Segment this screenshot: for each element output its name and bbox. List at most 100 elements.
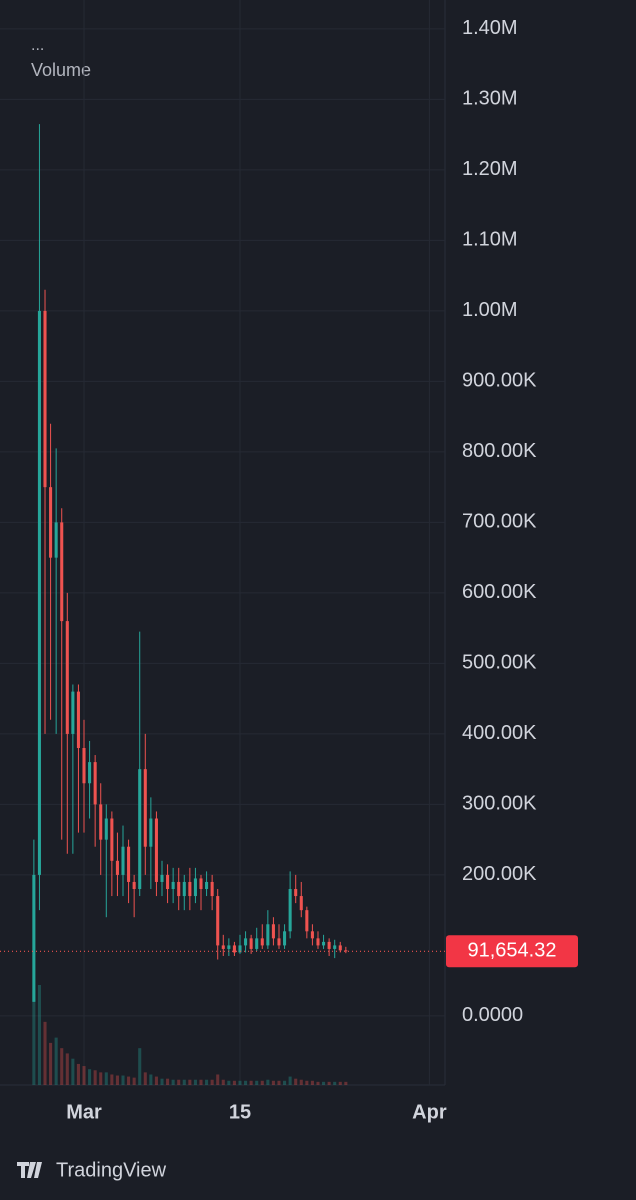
volume-bar: [182, 1079, 186, 1085]
volume-bar: [344, 1081, 348, 1085]
candle-body: [316, 938, 320, 946]
volume-bar: [143, 1072, 147, 1085]
candle-body: [121, 846, 125, 875]
volume-bar: [244, 1080, 248, 1085]
candle-body: [288, 889, 292, 932]
volume-bar: [305, 1080, 309, 1085]
candle-body: [227, 945, 231, 949]
candle-body: [344, 950, 348, 952]
volume-bar: [238, 1080, 242, 1085]
candle-body: [127, 846, 131, 882]
y-tick-label: 1.10M: [462, 229, 518, 251]
candle-body: [82, 748, 86, 784]
candle-body: [76, 691, 80, 749]
volume-bar: [177, 1079, 181, 1085]
volume-bar: [71, 1058, 75, 1085]
candle-body: [88, 762, 92, 784]
candle-body: [260, 938, 264, 946]
candle-body: [104, 818, 108, 840]
legend-dots: ...: [31, 37, 44, 54]
candle-body: [71, 691, 75, 734]
volume-bar: [227, 1080, 231, 1085]
candle-body: [221, 945, 225, 949]
volume-bar: [221, 1079, 225, 1085]
volume-bar: [294, 1078, 298, 1085]
volume-bar: [171, 1079, 175, 1085]
candle-body: [99, 804, 103, 840]
candle-body: [327, 941, 331, 949]
candle-body: [43, 310, 47, 488]
y-tick-label: 1.20M: [462, 158, 518, 180]
candle-body: [166, 874, 170, 890]
volume-bar: [193, 1079, 197, 1085]
volume-bar: [283, 1080, 287, 1085]
candle-body: [294, 889, 298, 897]
y-tick-label: 1.40M: [462, 17, 518, 39]
volume-bar: [338, 1081, 342, 1085]
volume-bar: [216, 1074, 220, 1085]
volume-bar: [54, 1037, 58, 1085]
volume-bar: [43, 1021, 47, 1085]
candle-body: [277, 938, 281, 946]
candle-body: [305, 910, 309, 932]
volume-bar: [121, 1075, 125, 1085]
x-tick-label: 15: [229, 1101, 251, 1123]
candle-body: [49, 487, 53, 558]
y-tick-label: 0.0000: [462, 1004, 523, 1026]
candle-body: [338, 945, 342, 951]
footer-brand[interactable]: TradingView: [56, 1159, 167, 1181]
y-tick-label: 600.00K: [462, 581, 537, 603]
candle-body: [266, 924, 270, 946]
candle-body: [132, 881, 136, 890]
candle-body: [160, 874, 164, 882]
volume-bar: [205, 1079, 209, 1085]
y-tick-label: 1.00M: [462, 299, 518, 321]
x-tick-label: Apr: [412, 1101, 447, 1123]
candle-body: [110, 818, 114, 861]
candle-body: [249, 938, 253, 949]
volume-bar: [99, 1072, 103, 1085]
candle-body: [60, 522, 64, 622]
volume-bar: [65, 1053, 69, 1085]
volume-bar: [149, 1074, 153, 1085]
candle-body: [37, 310, 41, 875]
volume-bar: [316, 1081, 320, 1085]
volume-bar: [160, 1078, 164, 1085]
volume-bar: [232, 1080, 236, 1085]
volume-bar: [271, 1080, 275, 1085]
candle-body: [154, 818, 158, 882]
candle-body: [283, 931, 287, 946]
volume-bar: [76, 1063, 80, 1085]
x-tick-label: Mar: [66, 1101, 102, 1123]
volume-bar: [60, 1048, 64, 1085]
volume-bar: [266, 1079, 270, 1085]
candle-body: [255, 938, 259, 949]
volume-bar: [310, 1080, 314, 1085]
candle-body: [115, 860, 119, 875]
volume-bar: [299, 1079, 303, 1085]
candle-body: [333, 945, 337, 949]
candle-body: [244, 938, 248, 946]
volume-bar: [255, 1080, 259, 1085]
candle-body: [171, 881, 175, 890]
candle-body: [149, 818, 153, 847]
candle-body: [193, 878, 197, 897]
candle-body: [93, 762, 97, 805]
volume-bar: [327, 1081, 331, 1085]
volume-bar: [88, 1069, 92, 1085]
y-tick-label: 300.00K: [462, 793, 537, 815]
candle-body: [310, 931, 314, 939]
footer-logo: [17, 1162, 42, 1178]
volume-bar: [132, 1077, 136, 1085]
candle-body: [238, 945, 242, 953]
last-price-label: 91,654.32: [468, 940, 557, 962]
candle-body: [199, 878, 203, 890]
candle-body: [177, 881, 181, 897]
y-tick-label: 200.00K: [462, 863, 537, 885]
volume-bar: [210, 1079, 214, 1085]
volume-bar: [110, 1074, 114, 1085]
volume-bar: [249, 1080, 253, 1085]
candle-body: [65, 621, 69, 734]
candle-body: [210, 881, 214, 897]
